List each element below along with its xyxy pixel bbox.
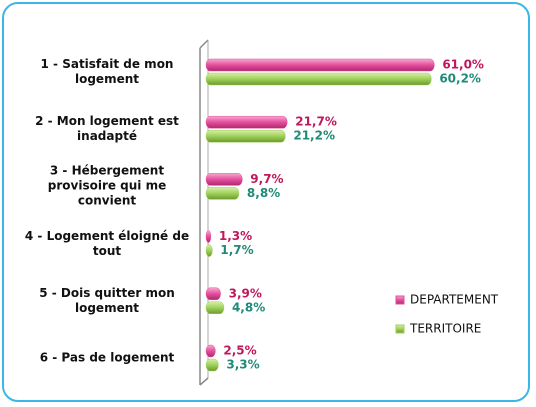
chart-frame [2, 2, 530, 402]
value-label: 2,5% [223, 344, 256, 358]
bar [205, 244, 213, 257]
axis-depth [199, 39, 209, 49]
bar [205, 287, 221, 301]
legend-swatch [395, 295, 405, 305]
value-label: 9,7% [250, 172, 283, 186]
value-label: 1,3% [219, 229, 252, 243]
value-label: 4,8% [232, 300, 265, 314]
bar [205, 173, 243, 186]
category-label: 1 - Satisfait de mon logement [40, 57, 174, 86]
legend-label: DEPARTEMENT [410, 293, 499, 307]
category-label: 4 - Logement éloigné de tout [24, 228, 190, 258]
category-label: 2 - Mon logement est inadapté [35, 114, 179, 144]
axis-depth [199, 377, 209, 386]
value-label: 21,2% [293, 129, 335, 143]
bar [205, 115, 288, 129]
value-label: 61,0% [442, 58, 484, 72]
bar [205, 129, 286, 143]
category-label: 6 - Pas de logement [39, 350, 175, 365]
bar [205, 301, 225, 315]
bar [205, 230, 212, 243]
value-label: 1,7% [220, 243, 253, 257]
value-label: 3,3% [226, 358, 259, 372]
value-label: 8,8% [247, 186, 280, 200]
bar [205, 358, 219, 372]
bar [205, 72, 432, 86]
value-label: 3,9% [229, 286, 262, 300]
bar [205, 58, 435, 72]
legend-swatch [395, 324, 405, 334]
value-label: 60,2% [439, 72, 481, 86]
bar [205, 344, 216, 358]
legend-label: TERRITOIRE [409, 322, 481, 336]
value-label: 21,7% [295, 115, 337, 129]
category-label: 3 - Hébergement provisoire qui me convie… [47, 163, 167, 208]
bar [205, 187, 240, 200]
category-label: 5 - Dois quitter mon logement [39, 285, 175, 315]
